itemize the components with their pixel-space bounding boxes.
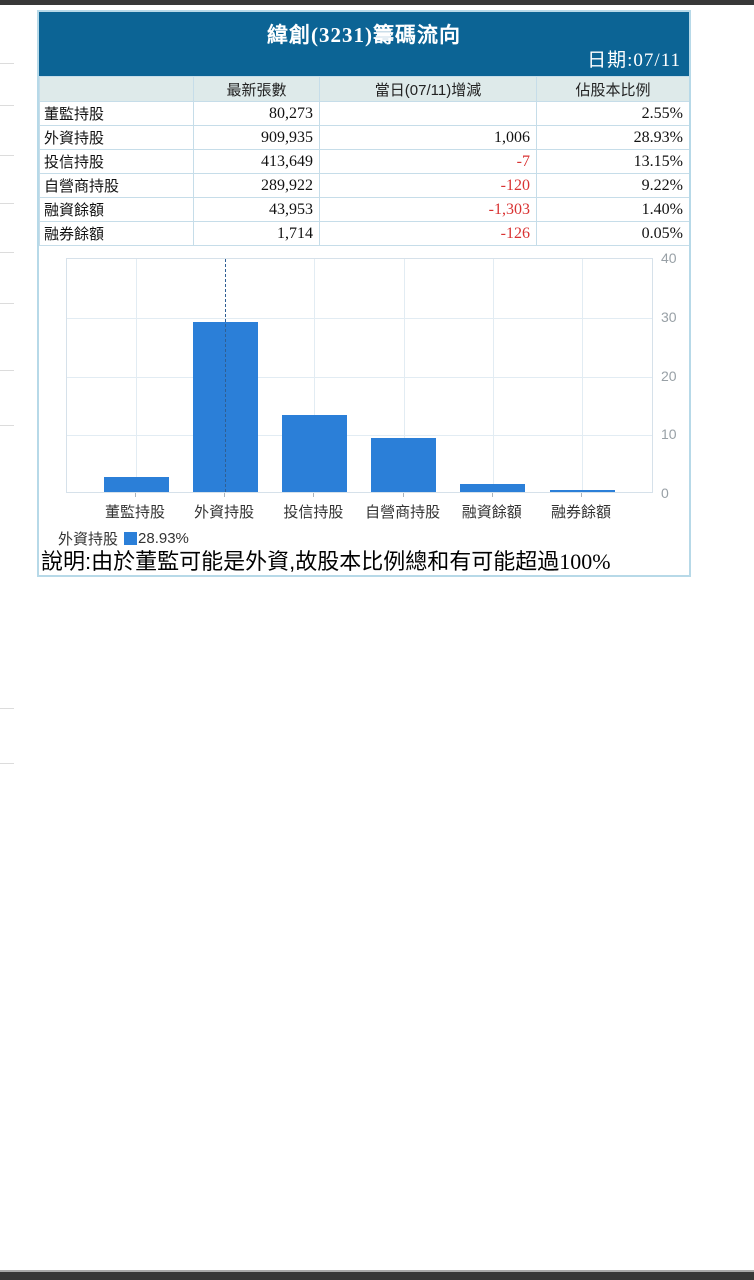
capital-ratio-cell: 0.05% — [536, 221, 689, 246]
x-axis-tick — [491, 493, 493, 497]
y-gridline — [67, 317, 652, 319]
capital-ratio-cell: 1.40% — [536, 197, 689, 222]
page-edge-line — [0, 105, 14, 106]
page-edge-line — [0, 155, 14, 156]
latest-shares-cell: 413,649 — [193, 149, 320, 174]
latest-shares-cell: 80,273 — [193, 101, 320, 126]
y-axis-tick-label: 30 — [661, 308, 677, 325]
footnote: 說明:由於董監可能是外資,故股本比例總和有可能超過100% — [39, 549, 689, 575]
bar-董監持股[interactable] — [103, 477, 169, 492]
chart-legend[interactable]: 外資持股 28.93% — [58, 529, 689, 548]
y-gridline — [67, 376, 652, 378]
latest-shares-cell: 289,922 — [193, 173, 320, 198]
page-edge-line — [0, 370, 14, 371]
y-gridline — [67, 435, 652, 437]
row-label: 投信持股 — [39, 149, 194, 174]
row-label: 融券餘額 — [39, 221, 194, 246]
chip-flow-card: 緯創(3231)籌碼流向 日期:07/11 最新張數 當日(07/11)增減 佔… — [37, 10, 691, 577]
column-header-latest: 最新張數 — [193, 76, 320, 102]
hover-crosshair-dashed-line — [225, 259, 227, 492]
bar-融資餘額[interactable] — [460, 483, 526, 492]
x-axis-category-label: 外資持股 — [194, 504, 255, 521]
y-axis-tick-label: 0 — [661, 485, 669, 501]
latest-shares-cell: 909,935 — [193, 125, 320, 150]
page-edge-line — [0, 425, 14, 426]
x-gridline — [582, 259, 583, 492]
y-axis-tick-label: 20 — [661, 367, 677, 384]
capital-ratio-cell: 13.15% — [536, 149, 689, 174]
x-gridline — [492, 259, 494, 492]
page-edge-line — [0, 303, 14, 304]
x-axis-category-label: 董監持股 — [104, 504, 165, 521]
y-axis-tick-label: 40 — [661, 250, 677, 266]
footnote-suffix: 100% — [559, 549, 611, 574]
page-edge-line — [0, 763, 14, 764]
ratio-bar-chart: 0 10 20 30 40 董監持股 外資持股 投信持股 自營商持股 融資餘額 融券餘額 — [39, 246, 689, 523]
x-axis-tick — [581, 493, 582, 497]
x-axis-category-label: 融資餘額 — [461, 504, 522, 521]
capital-ratio-cell: 9.22% — [536, 173, 689, 198]
legend-swatch — [124, 531, 138, 545]
page-edge-line — [0, 708, 14, 709]
bar-融券餘額[interactable] — [549, 490, 615, 492]
row-label: 自營商持股 — [39, 173, 194, 198]
capital-ratio-cell: 2.55% — [536, 101, 689, 126]
table-row: 外資持股 909,935 1,006 28.93% — [39, 125, 689, 150]
row-label: 董監持股 — [39, 101, 194, 126]
page-edge-line — [0, 63, 14, 64]
column-header-change: 當日(07/11)增減 — [319, 76, 537, 102]
x-axis-category-label: 自營商持股 — [365, 504, 441, 521]
table-row: 自營商持股 289,922 -120 9.22% — [39, 173, 689, 198]
daily-change-cell: -120 — [319, 173, 537, 198]
plot-area — [66, 258, 653, 493]
window-chrome-bottom-bar — [0, 1272, 754, 1280]
column-header-blank — [39, 76, 194, 102]
window-chrome-top-bar — [0, 0, 754, 5]
card-header: 緯創(3231)籌碼流向 日期:07/11 — [39, 12, 689, 76]
bar-自營商持股[interactable] — [371, 437, 437, 492]
x-axis-category-label: 投信持股 — [283, 504, 344, 521]
page-edge-line — [0, 203, 14, 204]
table-header-row: 最新張數 當日(07/11)增減 佔股本比例 — [39, 76, 689, 102]
table-row: 融券餘額 1,714 -126 0.05% — [39, 221, 689, 246]
y-axis-tick-label: 10 — [661, 426, 677, 443]
row-label: 外資持股 — [39, 125, 194, 150]
daily-change-cell: -7 — [319, 149, 537, 174]
holdings-table: 最新張數 當日(07/11)增減 佔股本比例 董監持股 80,273 2.55% 外資… — [39, 76, 689, 246]
latest-shares-cell: 43,953 — [193, 197, 320, 222]
daily-change-cell: 1,006 — [319, 125, 537, 150]
daily-change-cell — [319, 101, 537, 126]
x-gridline — [136, 259, 137, 492]
daily-change-cell: -1,303 — [319, 197, 537, 222]
latest-shares-cell: 1,714 — [193, 221, 320, 246]
x-axis-category-label: 融券餘額 — [550, 504, 611, 521]
x-axis-tick — [135, 493, 136, 497]
window-chrome-bottom-edge — [0, 1270, 754, 1272]
row-label: 融資餘額 — [39, 197, 194, 222]
legend-label: 外資持股 — [58, 530, 119, 548]
column-header-ratio: 佔股本比例 — [536, 76, 689, 102]
page-edge-line — [0, 252, 14, 253]
table-row: 投信持股 413,649 -7 13.15% — [39, 149, 689, 174]
x-gridline — [403, 259, 405, 492]
date-label: 日期:07/11 — [587, 50, 681, 71]
daily-change-cell: -126 — [319, 221, 537, 246]
page-title: 緯創(3231)籌碼流向 — [267, 23, 461, 47]
x-axis-tick — [313, 493, 315, 497]
x-axis-tick — [402, 493, 404, 497]
legend-value: 28.93% — [138, 529, 189, 547]
capital-ratio-cell: 28.93% — [536, 125, 689, 150]
footnote-text: 說明:由於董監可能是外資,故股本比例總和有可能超過 — [41, 549, 560, 574]
table-row: 董監持股 80,273 2.55% — [39, 101, 689, 126]
bar-投信持股[interactable] — [281, 414, 347, 492]
x-gridline — [314, 259, 316, 492]
x-axis-tick — [224, 493, 226, 497]
table-row: 融資餘額 43,953 -1,303 1.40% — [39, 197, 689, 222]
